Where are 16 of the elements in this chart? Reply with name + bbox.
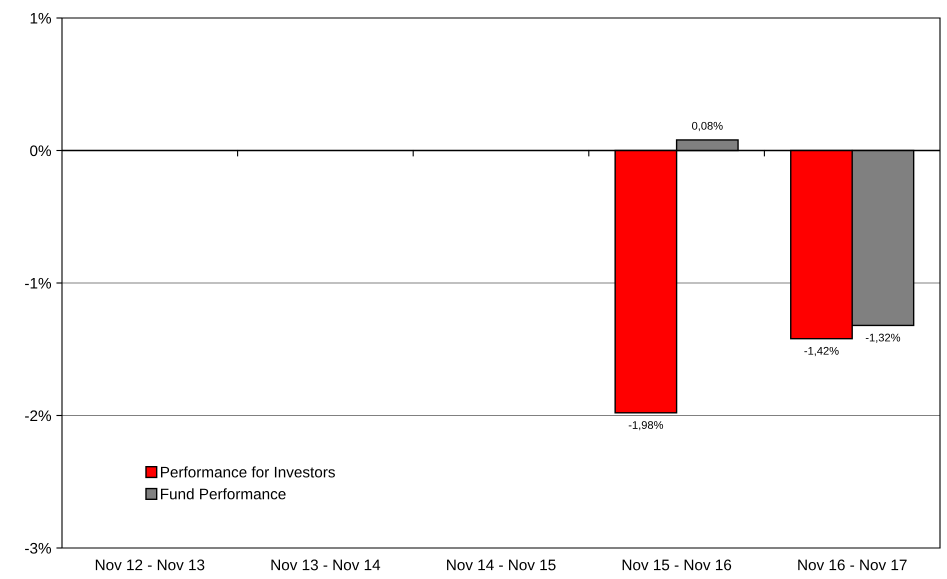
data-label: 0,08% bbox=[692, 122, 723, 132]
y-tick-label: -3% bbox=[25, 542, 52, 554]
x-tick-label: Nov 14 - Nov 15 bbox=[447, 560, 556, 570]
x-tick-label: Nov 12 - Nov 13 bbox=[96, 560, 204, 570]
data-label: -1,32% bbox=[866, 334, 900, 343]
data-label: -1,42% bbox=[804, 346, 839, 356]
y-tick-label: -2% bbox=[25, 410, 52, 422]
data-label: -1,98% bbox=[628, 421, 664, 430]
y-tick-label: -1% bbox=[25, 278, 52, 289]
x-tick-label: Nov 16 - Nov 17 bbox=[798, 560, 907, 570]
legend-label: Fund Performance bbox=[160, 488, 286, 500]
legend-label: Performance for Investors bbox=[160, 466, 335, 478]
y-tick-label: 1% bbox=[30, 12, 52, 24]
x-tick-label: Nov 15 - Nov 16 bbox=[622, 560, 732, 570]
y-tick-label: 0% bbox=[30, 145, 52, 156]
x-tick-label: Nov 13 - Nov 14 bbox=[271, 560, 380, 570]
